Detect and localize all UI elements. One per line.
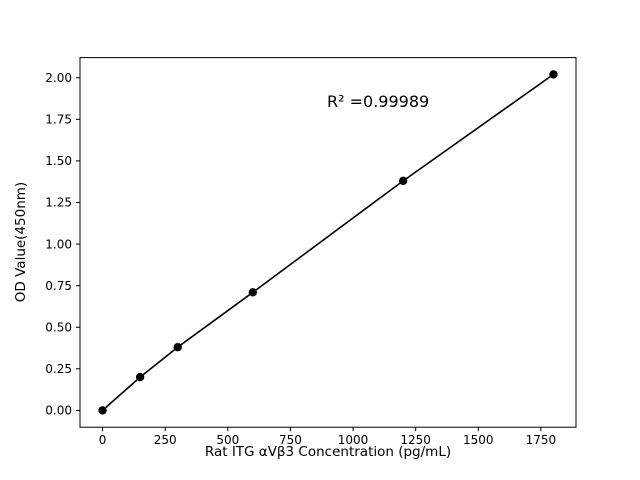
y-tick-label: 1.00: [45, 237, 72, 251]
y-tick-label: 0.50: [45, 320, 72, 334]
x-tick-label: 250: [154, 433, 177, 447]
data-point: [549, 70, 558, 79]
data-point: [98, 406, 107, 415]
data-point: [248, 288, 258, 297]
x-tick-label: 1750: [526, 433, 557, 447]
x-axis-label: Rat ITG αVβ3 Concentration (pg/mL): [204, 444, 452, 460]
data-point: [173, 342, 182, 352]
x-tick-label: 0: [99, 433, 107, 447]
x-tick-label: 500: [216, 433, 239, 447]
fit-line: [101, 73, 555, 412]
r-squared-annotation: R² =0.99989: [327, 92, 430, 111]
y-tick-label: 0.00: [45, 404, 72, 418]
data-point: [135, 372, 145, 382]
y-tick-label: 0.75: [45, 279, 72, 293]
data-point: [398, 176, 408, 186]
x-tick-label: 1250: [400, 433, 431, 447]
x-tick-label: 1000: [338, 433, 369, 447]
y-axis-label: OD Value(450nm): [13, 181, 29, 303]
x-tick-label: 750: [279, 433, 302, 447]
plot-frame: [79, 57, 577, 428]
y-tick-label: 1.75: [45, 113, 72, 127]
y-tick-label: 0.25: [45, 362, 72, 376]
y-tick-label: 2.00: [45, 71, 72, 85]
y-tick-label: 1.25: [45, 196, 72, 210]
x-tick-label: 1500: [463, 433, 494, 447]
y-tick-label: 1.50: [45, 154, 72, 168]
